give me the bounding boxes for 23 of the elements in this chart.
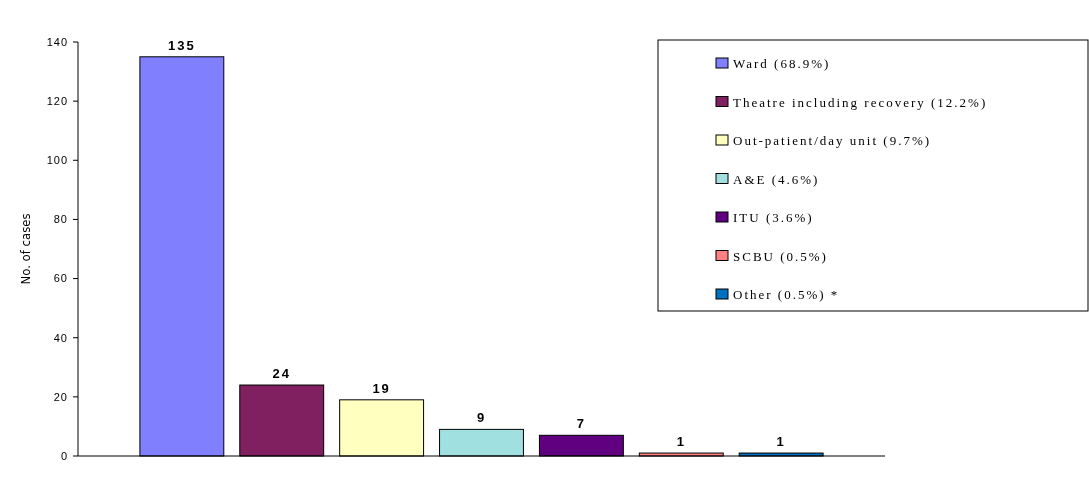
legend-label: A&E (4.6%): [733, 171, 820, 187]
legend-label: ITU (3.6%): [733, 210, 814, 225]
legend-label: Out-patient/day unit (9.7%): [733, 133, 932, 148]
y-tick-label: 0: [60, 449, 68, 462]
y-tick-label: 140: [46, 35, 68, 48]
y-tick-label: 100: [46, 154, 68, 167]
data-label: 1: [776, 434, 786, 450]
y-tick-label: 80: [53, 213, 68, 226]
data-label: 9: [476, 410, 487, 426]
legend-label: Other (0.5%) *: [733, 287, 840, 302]
y-axis-title: No. of cases: [18, 213, 33, 285]
data-label: 1: [676, 434, 686, 450]
data-label: 24: [272, 366, 291, 382]
y-tick-label: 120: [46, 94, 68, 107]
legend-label: Ward (68.9%): [733, 56, 831, 71]
legend-label: SCBU (0.5%): [733, 248, 828, 264]
y-tick-label: 60: [53, 272, 68, 285]
y-tick-label: 40: [53, 331, 68, 344]
data-label: 19: [372, 380, 391, 396]
data-label: 7: [576, 416, 586, 432]
legend-label: Theatre including recovery (12.2%): [733, 94, 988, 110]
data-label: 135: [167, 37, 196, 53]
y-tick-label: 20: [53, 390, 68, 403]
